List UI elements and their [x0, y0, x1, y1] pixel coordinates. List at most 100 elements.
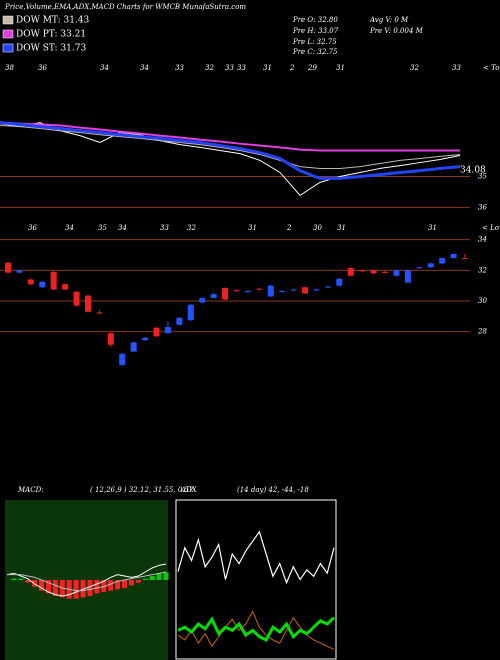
- info-text: Avg V: 0 M: [369, 16, 409, 24]
- low-label: 34: [65, 224, 74, 232]
- low-label: 2: [286, 224, 292, 232]
- y-tick-label: 30: [478, 297, 487, 305]
- candle-body: [16, 270, 23, 273]
- top-label: 36: [38, 64, 47, 72]
- histogram-bar: [25, 580, 31, 583]
- y-tick-label: 36: [478, 203, 487, 211]
- top-label: 32: [205, 64, 214, 72]
- histogram-bar: [135, 580, 141, 583]
- histogram-bar: [11, 578, 17, 580]
- candle-body: [439, 258, 446, 264]
- annotation: 34.08: [460, 166, 486, 176]
- top-label: 33: [175, 64, 184, 72]
- histogram-bar: [142, 578, 148, 580]
- candle-body: [153, 327, 160, 337]
- top-label: < Tops: [483, 64, 500, 72]
- low-label: 36: [28, 224, 37, 232]
- histogram-bar: [149, 576, 155, 580]
- candle-body: [404, 270, 411, 283]
- top-label: 38: [5, 64, 14, 72]
- histogram-bar: [52, 580, 58, 596]
- info-text: Pre V: 0.004 M: [369, 27, 424, 35]
- candle-body: [359, 270, 366, 272]
- low-label: 33: [160, 224, 169, 232]
- histogram-bar: [122, 580, 128, 588]
- legend-label: DOW MT: 31.43: [16, 16, 90, 26]
- series-line: [7, 571, 167, 592]
- legend-label: DOW ST: 31.73: [16, 44, 86, 54]
- candle-body: [416, 267, 423, 269]
- candle-body: [222, 287, 229, 300]
- candle-body: [462, 258, 468, 260]
- info-text: Pre O: 32.80: [292, 16, 338, 24]
- chart-title: Price,Volume,EMA,ADX,MACD Charts for WMC…: [4, 3, 246, 11]
- low-label: 31: [428, 224, 437, 232]
- series-line: [0, 124, 461, 169]
- series-line: [0, 122, 461, 197]
- candle-body: [393, 270, 400, 276]
- candle-body: [199, 297, 206, 303]
- top-label: 34: [140, 64, 149, 72]
- candle-body: [370, 270, 377, 274]
- low-label: < Lows: [482, 224, 500, 232]
- low-label: 35: [98, 224, 107, 232]
- top-label: 33: [225, 64, 234, 72]
- candle-body: [73, 291, 80, 306]
- candle-body: [176, 317, 183, 325]
- top-label: 31: [336, 64, 345, 72]
- histogram-bar: [45, 580, 51, 594]
- candle-body: [450, 253, 457, 259]
- candle-body: [290, 289, 297, 291]
- macd-subtitle: ( 12,26,9 ) 32.12, 31.55, 0.57: [90, 486, 194, 494]
- candle-body: [187, 304, 194, 321]
- series-line: [0, 121, 461, 180]
- y-tick-label: 35: [478, 172, 487, 180]
- histogram-bar: [87, 580, 93, 596]
- info-text: Pre L: 32.75: [292, 38, 337, 46]
- adx-title: ADX: [180, 486, 198, 494]
- candle-body: [336, 278, 343, 286]
- top-label: 33: [237, 64, 246, 72]
- series-line: [177, 530, 335, 585]
- low-label: 31: [337, 224, 346, 232]
- y-tick-label: 34: [478, 236, 487, 244]
- top-label: 34: [100, 64, 109, 72]
- candle-body: [164, 327, 171, 334]
- histogram-bar: [163, 572, 169, 580]
- candle-body: [107, 333, 114, 345]
- y-tick-label: 32: [478, 266, 487, 274]
- top-label: 32: [410, 64, 419, 72]
- candle-body: [382, 271, 389, 273]
- legend-label: DOW PT: 33.21: [16, 30, 86, 40]
- candle-body: [142, 337, 149, 341]
- histogram-bar: [94, 580, 100, 594]
- series-line: [0, 121, 460, 152]
- low-label: 30: [313, 224, 322, 232]
- candle-body: [302, 287, 309, 294]
- top-label: 29: [307, 64, 317, 72]
- legend-swatch: [2, 15, 14, 25]
- candle-body: [256, 288, 263, 290]
- histogram-bar: [80, 580, 86, 598]
- top-label: 2: [289, 64, 295, 72]
- legend-swatch: [2, 29, 14, 39]
- y-tick-label: 28: [477, 328, 487, 336]
- candle-body: [39, 281, 46, 288]
- histogram-bar: [18, 578, 24, 580]
- histogram-bar: [73, 580, 79, 599]
- histogram-bar: [101, 580, 107, 592]
- histogram-bar: [115, 580, 121, 590]
- candle-body: [313, 289, 320, 291]
- top-label: 33: [452, 64, 461, 72]
- histogram-bar: [108, 580, 114, 591]
- candle-body: [119, 353, 126, 365]
- candle-body: [210, 294, 217, 298]
- info-text: Pre H: 33.07: [292, 27, 339, 35]
- series-line: [6, 563, 167, 597]
- legend-swatch: [2, 43, 14, 53]
- candle-body: [244, 291, 251, 293]
- histogram-bar: [39, 580, 45, 591]
- candle-body: [50, 271, 57, 290]
